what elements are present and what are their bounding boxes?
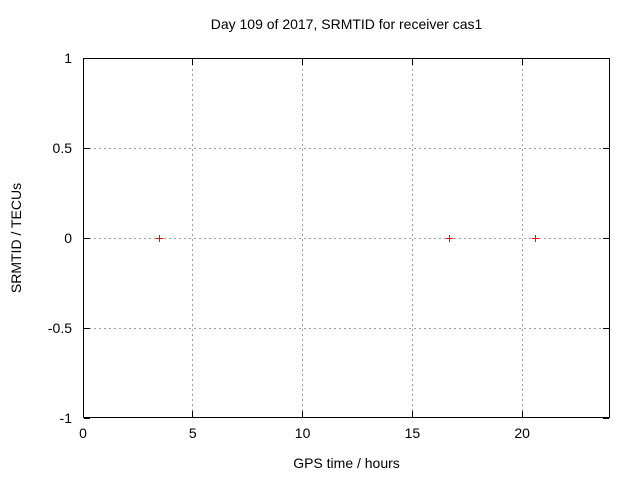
x-tick <box>82 411 84 417</box>
x-tick <box>521 59 523 65</box>
y-gridline <box>84 327 609 329</box>
x-tick-label: 10 <box>294 425 311 441</box>
y-gridline <box>84 237 609 239</box>
data-point-marker <box>156 234 164 242</box>
x-tick <box>302 411 304 417</box>
x-tick-label: 20 <box>514 425 530 441</box>
x-tick <box>411 59 413 65</box>
data-point-marker <box>446 234 454 242</box>
y-tick <box>84 57 90 59</box>
marker-vertical-arm <box>534 234 536 242</box>
y-tick <box>603 327 609 329</box>
marker-vertical-arm <box>159 234 161 242</box>
y-tick <box>84 417 90 419</box>
marker-vertical-arm <box>449 234 451 242</box>
x-tick <box>521 411 523 417</box>
y-tick <box>84 147 90 149</box>
x-tick-label: 0 <box>79 425 87 441</box>
y-tick-label: 1 <box>64 50 72 66</box>
y-tick <box>603 237 609 239</box>
y-tick <box>84 237 90 239</box>
x-tick-label: 5 <box>188 425 197 441</box>
y-tick <box>603 147 609 149</box>
x-tick <box>302 59 304 65</box>
y-gridline <box>84 147 609 149</box>
y-tick-label: -0.5 <box>47 320 72 336</box>
x-tick <box>82 59 84 65</box>
y-tick <box>84 327 90 329</box>
y-tick <box>603 57 609 59</box>
chart-title: Day 109 of 2017, SRMTID for receiver cas… <box>210 16 483 32</box>
y-tick-label: -1 <box>59 410 72 426</box>
x-tick <box>192 59 194 65</box>
x-tick-label: 15 <box>404 425 421 441</box>
y-tick <box>603 417 609 419</box>
x-tick <box>192 411 194 417</box>
y-tick-label: 0.5 <box>52 140 72 156</box>
x-tick <box>411 411 413 417</box>
y-tick-label: 0 <box>64 230 72 246</box>
x-axis-label: GPS time / hours <box>293 455 400 471</box>
data-point-marker <box>531 234 539 242</box>
